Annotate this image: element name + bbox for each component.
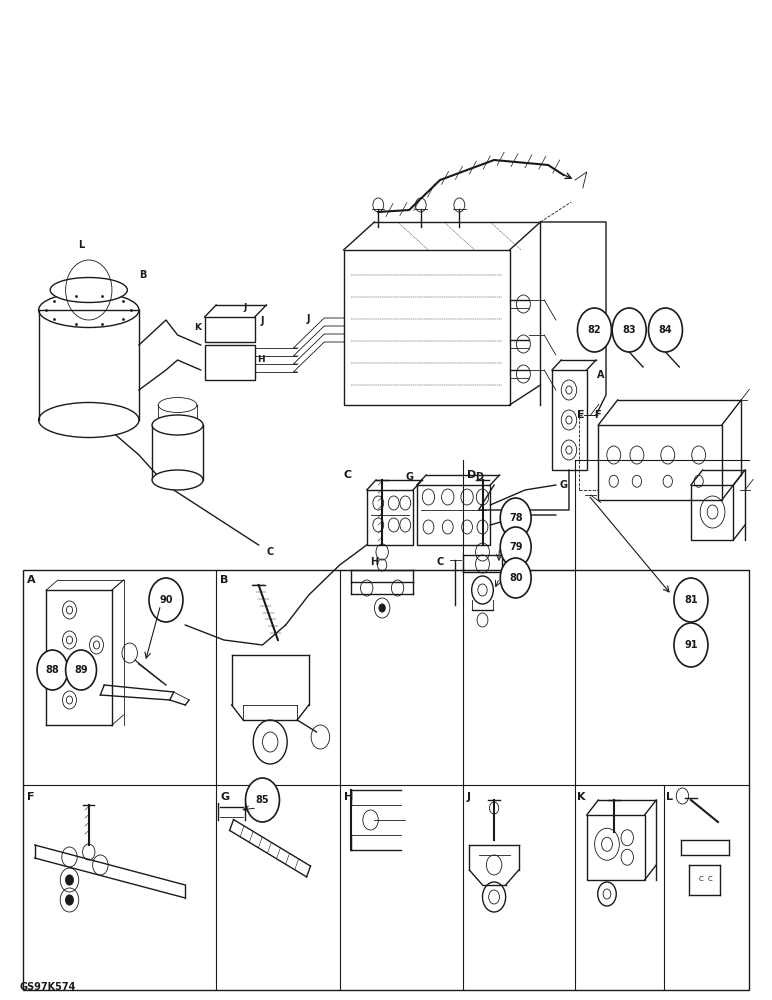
Text: D: D: [475, 472, 482, 482]
Text: 83: 83: [622, 325, 636, 335]
Text: GS97K574: GS97K574: [19, 982, 76, 992]
Text: 84: 84: [659, 325, 672, 335]
Circle shape: [674, 578, 708, 622]
Text: 80: 80: [509, 573, 523, 583]
Text: 79: 79: [509, 542, 523, 552]
Text: 81: 81: [684, 595, 698, 605]
Text: G: G: [405, 472, 413, 482]
Circle shape: [674, 623, 708, 667]
Text: C: C: [436, 557, 444, 567]
Text: G: G: [220, 792, 229, 802]
Bar: [598, 425, 722, 500]
Circle shape: [500, 498, 531, 538]
Circle shape: [577, 308, 611, 352]
Ellipse shape: [158, 397, 197, 412]
Ellipse shape: [50, 277, 127, 302]
Text: 91: 91: [684, 640, 698, 650]
Bar: [417, 485, 490, 545]
Text: L: L: [666, 792, 673, 802]
Text: C: C: [266, 547, 273, 557]
Circle shape: [648, 308, 682, 352]
Circle shape: [500, 527, 531, 567]
Text: H: H: [344, 792, 353, 802]
Text: J: J: [467, 792, 471, 802]
Ellipse shape: [152, 415, 203, 435]
Circle shape: [379, 604, 385, 612]
Circle shape: [37, 650, 68, 690]
Text: F: F: [594, 410, 601, 420]
Text: F: F: [27, 792, 35, 802]
Bar: [587, 815, 645, 880]
Text: D: D: [467, 470, 476, 480]
Circle shape: [66, 650, 96, 690]
Bar: [367, 490, 413, 545]
Text: J: J: [244, 303, 247, 312]
Circle shape: [149, 578, 183, 622]
Ellipse shape: [152, 470, 203, 490]
Text: C: C: [708, 876, 713, 882]
Text: 88: 88: [46, 665, 59, 675]
Text: C: C: [344, 470, 352, 480]
Text: A: A: [597, 370, 604, 380]
Text: 82: 82: [587, 325, 601, 335]
Text: 90: 90: [159, 595, 173, 605]
Text: 78: 78: [509, 513, 523, 523]
Text: H: H: [371, 557, 378, 567]
Text: A: A: [27, 575, 36, 585]
Circle shape: [245, 778, 279, 822]
Text: J: J: [307, 314, 310, 324]
Bar: [205, 345, 255, 380]
Text: 89: 89: [74, 665, 88, 675]
Bar: [23, 570, 749, 990]
Bar: [691, 485, 733, 540]
Bar: [205, 317, 255, 342]
Text: B: B: [139, 270, 147, 280]
Circle shape: [66, 895, 73, 905]
Circle shape: [612, 308, 646, 352]
Bar: [344, 250, 510, 405]
Text: B: B: [220, 575, 229, 585]
Text: 85: 85: [256, 795, 269, 805]
Text: K: K: [194, 324, 201, 332]
Text: E: E: [577, 410, 585, 420]
Text: L: L: [78, 240, 84, 250]
Text: C: C: [699, 876, 703, 882]
Bar: [552, 370, 587, 470]
Text: G: G: [560, 480, 567, 490]
Text: H: H: [257, 356, 265, 364]
Text: K: K: [577, 792, 586, 802]
Circle shape: [66, 875, 73, 885]
Text: J: J: [261, 316, 264, 326]
Circle shape: [500, 558, 531, 598]
